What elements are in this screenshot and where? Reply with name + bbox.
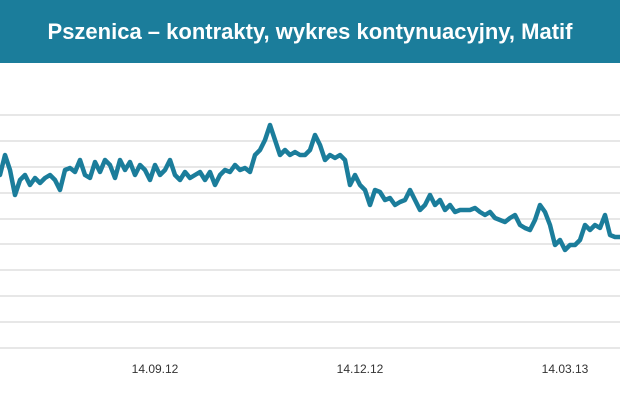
x-tick-label: 14.03.13 [542,362,589,376]
chart-title: Pszenica – kontrakty, wykres kontynuacyj… [48,19,574,44]
x-tick-label: 14.12.12 [337,362,384,376]
title-bar [0,0,620,63]
data-line [0,122,620,253]
x-tick-label: 14.09.12 [132,362,179,376]
